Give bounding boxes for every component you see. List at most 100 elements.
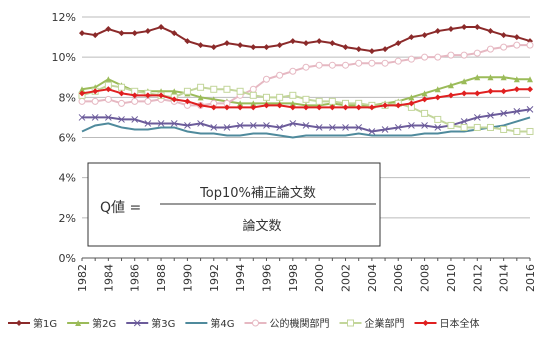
data-point <box>104 95 112 103</box>
data-point-stroke <box>131 116 139 123</box>
x-tick-label: 1984 <box>102 264 115 292</box>
x-tick-label: 1994 <box>234 264 247 292</box>
x-tick-label: 1986 <box>129 264 142 292</box>
data-point <box>347 319 354 327</box>
data-point <box>289 104 296 111</box>
data-point <box>513 127 521 135</box>
data-point <box>184 38 191 45</box>
data-point-stroke <box>526 106 534 113</box>
legend-item: 第3G <box>126 317 175 330</box>
data-point-stroke <box>118 116 125 123</box>
x-tick-label: 2016 <box>524 264 537 292</box>
x-tick-label: 2004 <box>366 264 379 292</box>
y-tick-label: 4% <box>59 172 76 185</box>
formula-lhs: Q値 = <box>100 200 141 216</box>
data-point <box>237 42 244 49</box>
data-point <box>486 123 494 131</box>
data-point <box>474 74 481 81</box>
formula-box: Q値 = Top10%補正論文数 論文数 <box>87 162 381 247</box>
data-point <box>395 102 402 109</box>
data-point <box>197 102 204 109</box>
x-tick-label: 2006 <box>392 264 405 292</box>
legend-item: 第1G <box>8 317 57 330</box>
data-point <box>144 97 152 105</box>
data-point-stroke <box>368 128 376 135</box>
data-point <box>500 74 507 81</box>
data-point <box>473 123 481 131</box>
data-point <box>249 91 257 99</box>
data-point <box>329 104 336 111</box>
data-point <box>460 51 468 59</box>
data-point <box>184 122 191 129</box>
data-point <box>526 106 534 113</box>
data-point <box>342 104 349 111</box>
data-point <box>382 46 389 53</box>
series-5 <box>78 41 534 109</box>
x-tick-label: 2014 <box>498 264 511 292</box>
data-point <box>105 26 112 33</box>
data-point <box>434 28 441 35</box>
data-point <box>421 96 428 103</box>
x-tick-label: 1992 <box>208 264 221 292</box>
data-point <box>118 83 126 91</box>
data-point <box>118 99 126 107</box>
data-point <box>382 102 389 109</box>
data-point <box>329 40 336 47</box>
x-tick-label: 2000 <box>313 264 326 292</box>
data-point <box>131 92 138 99</box>
data-point <box>131 116 139 123</box>
data-point <box>461 78 468 85</box>
data-point-stroke <box>249 122 257 129</box>
data-point <box>315 124 323 131</box>
data-point <box>303 40 309 47</box>
data-point <box>262 75 270 83</box>
data-point <box>92 88 99 95</box>
y-tick-label: 10% <box>52 51 76 64</box>
data-point <box>355 104 362 111</box>
data-point <box>342 124 349 131</box>
data-point <box>250 100 257 107</box>
data-point <box>144 28 151 35</box>
data-point <box>157 120 165 127</box>
legend-label: 第3G <box>151 317 175 330</box>
x-tick-label: 1990 <box>181 264 194 292</box>
data-point <box>105 86 112 93</box>
data-point <box>118 30 125 37</box>
data-point <box>252 319 259 327</box>
data-point <box>263 102 270 109</box>
x-tick-label: 2002 <box>340 264 353 292</box>
data-point <box>316 38 323 45</box>
data-point <box>104 114 112 121</box>
data-point <box>355 59 363 67</box>
data-point <box>91 114 99 121</box>
data-point <box>302 122 310 129</box>
data-point <box>408 34 415 41</box>
data-point <box>421 109 429 117</box>
y-tick-label: 12% <box>52 11 76 24</box>
x-tick-label: 2008 <box>419 264 432 292</box>
data-point <box>526 127 534 135</box>
data-point <box>474 90 481 97</box>
data-point <box>473 49 481 57</box>
data-point-stroke <box>289 120 297 127</box>
legend-label: 日本全体 <box>440 317 480 330</box>
data-point-stroke <box>157 120 165 127</box>
data-point <box>447 51 455 59</box>
x-axis: 1982 1984 1986 1988 1990 1992 1994 1996 1998 2000… <box>76 258 537 292</box>
data-point-stroke <box>133 319 141 327</box>
data-point <box>316 104 323 111</box>
data-point <box>460 123 468 131</box>
series-group <box>78 24 534 139</box>
data-point <box>355 124 363 131</box>
series-3 <box>78 106 534 135</box>
data-point-stroke <box>487 112 494 119</box>
legend-label: 第4G <box>210 317 234 330</box>
data-point-stroke <box>78 114 86 121</box>
data-point <box>91 97 99 105</box>
data-point-stroke <box>394 124 402 131</box>
data-point <box>144 120 152 127</box>
data-point <box>289 100 296 107</box>
legend-item: 第2G <box>67 317 116 330</box>
